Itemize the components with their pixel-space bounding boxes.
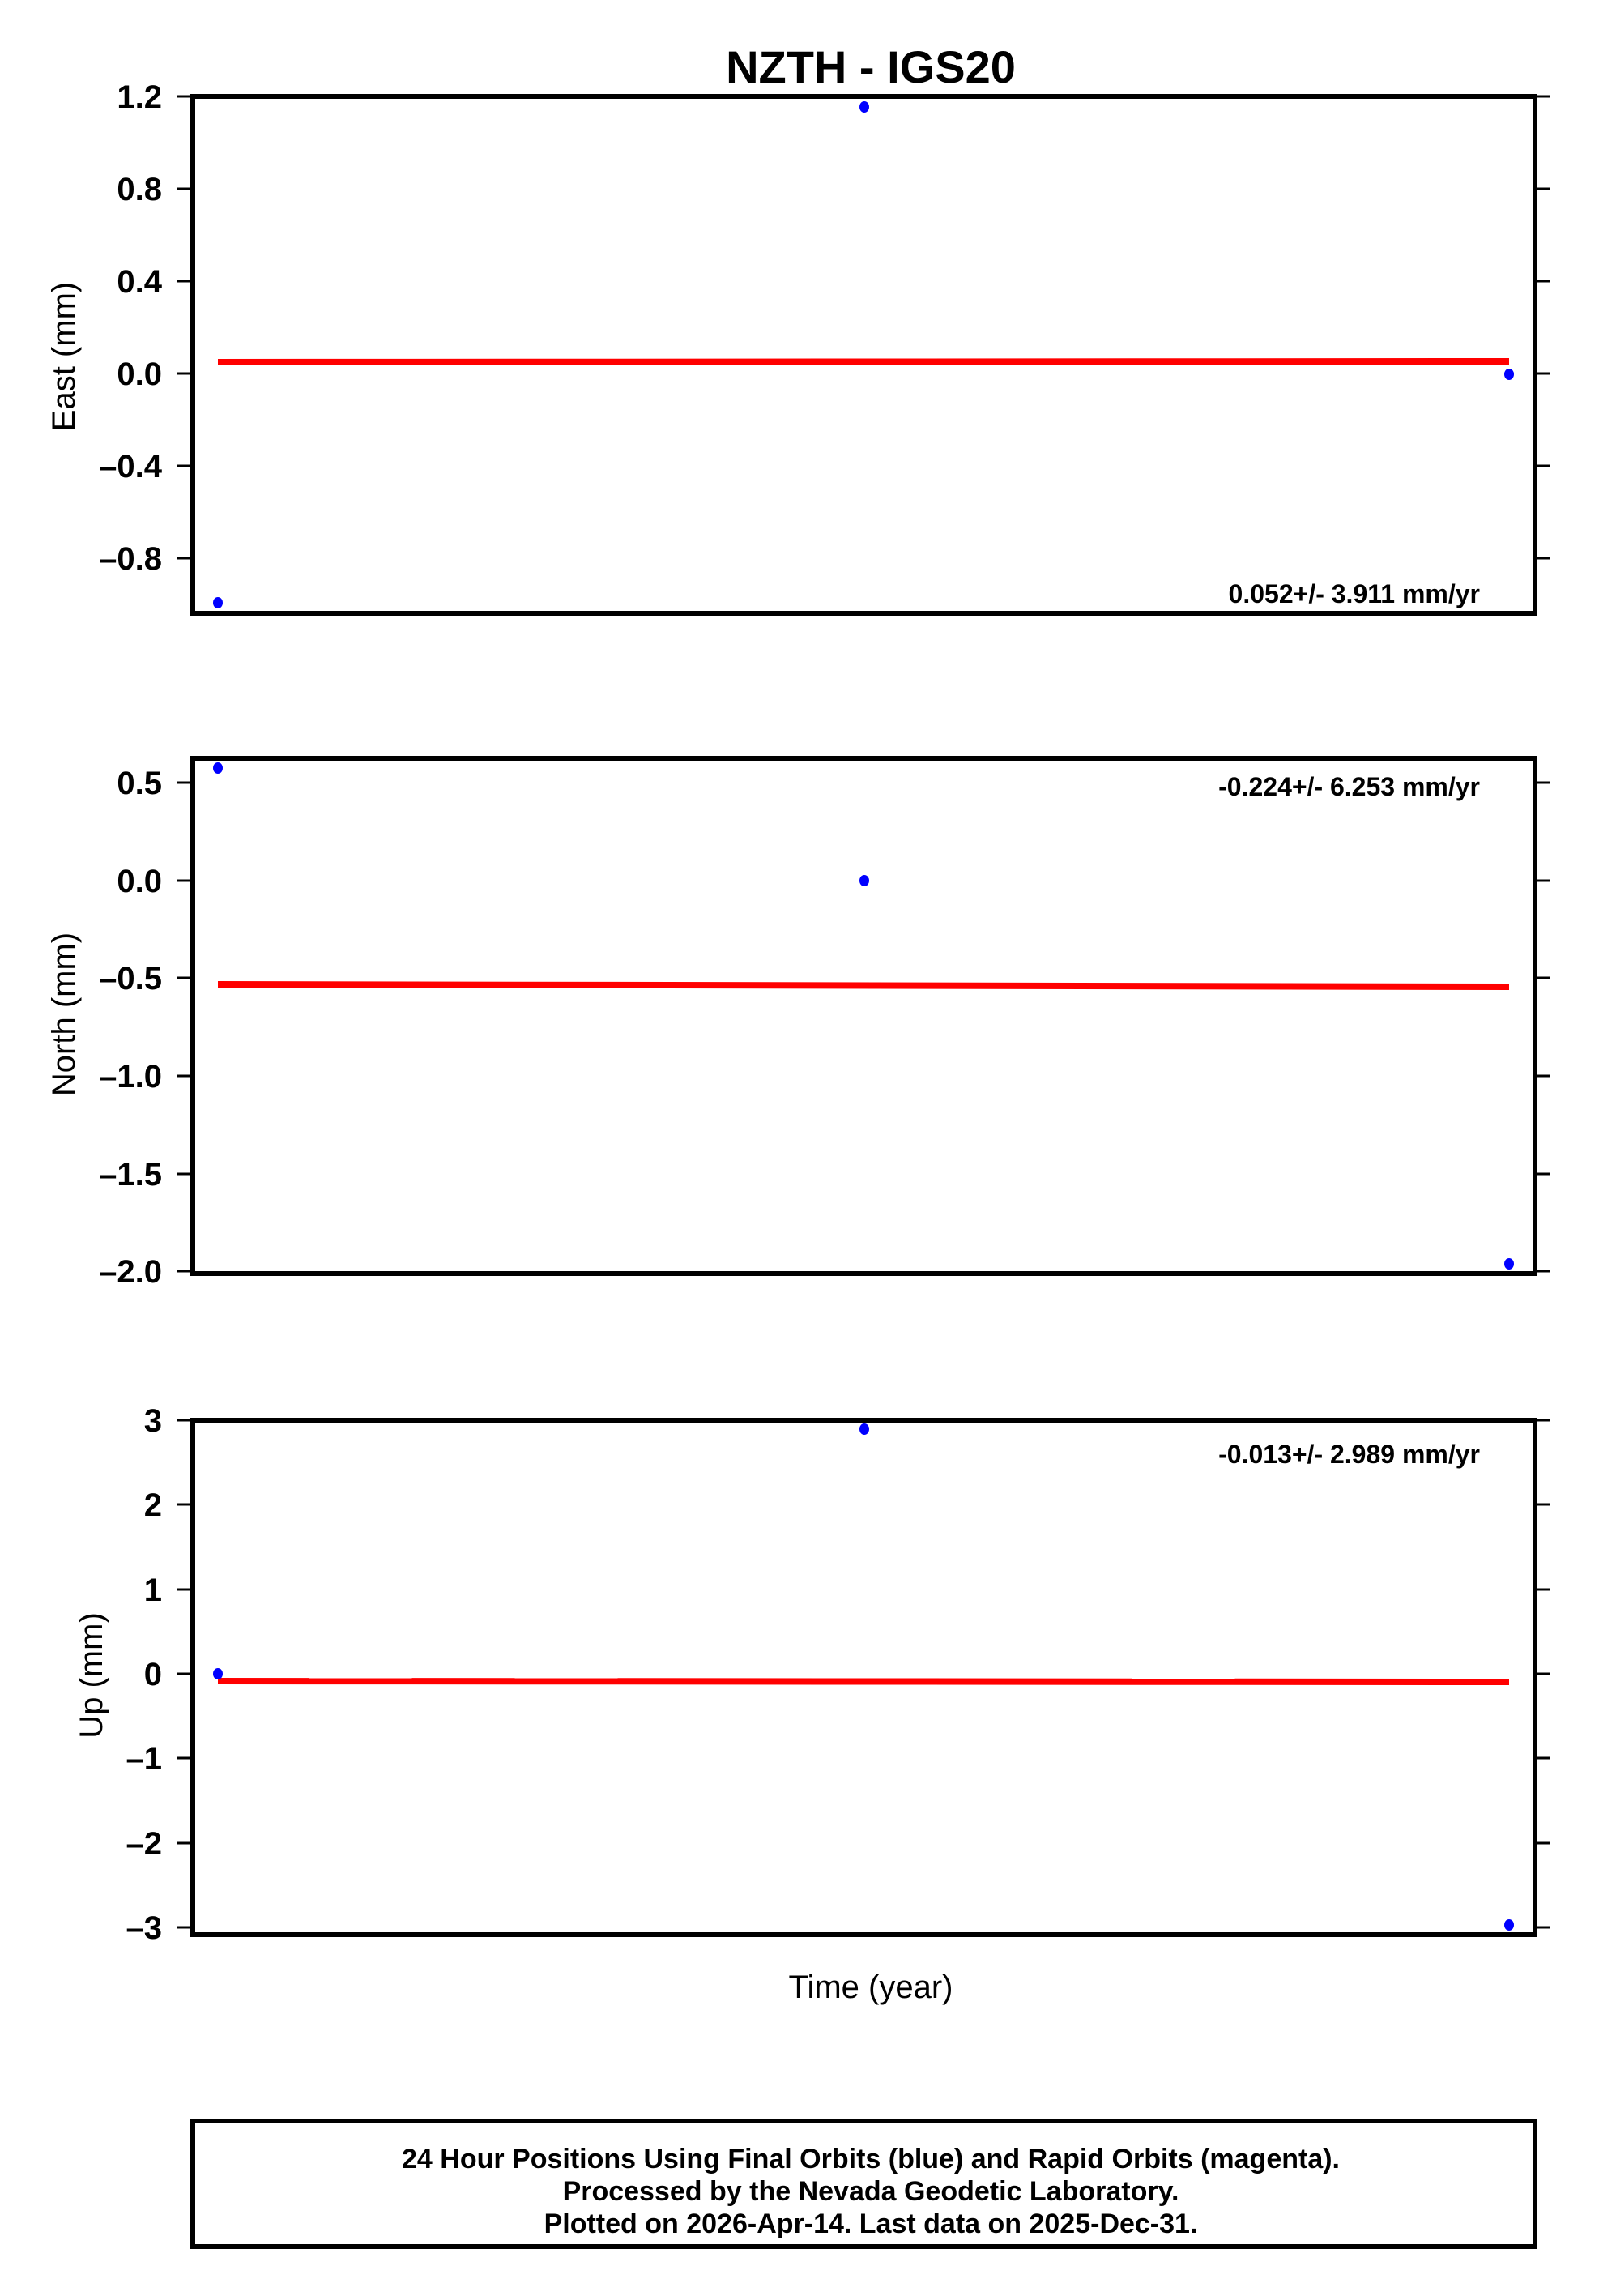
data-point bbox=[213, 1668, 223, 1679]
up-data-points bbox=[213, 1423, 1514, 1931]
east-trend-line bbox=[217, 358, 1510, 365]
data-point bbox=[1504, 1258, 1514, 1270]
north-panel: 0.5 0.0 –0.5 –1.0 –1.5 –2.0 North (mm) -… bbox=[46, 756, 1550, 1290]
up-y-ticks bbox=[177, 1419, 1550, 1929]
up-tick-label: –1 bbox=[126, 1741, 163, 1777]
up-tick-label: –2 bbox=[126, 1826, 163, 1862]
east-tick-label: 0.4 bbox=[117, 264, 162, 300]
north-tick-label: –2.0 bbox=[99, 1254, 162, 1290]
data-point bbox=[859, 101, 869, 113]
footer-line-2: Processed by the Nevada Geodetic Laborat… bbox=[563, 2176, 1179, 2207]
east-rate-annotation: 0.052+/- 3.911 mm/yr bbox=[1229, 579, 1480, 608]
north-y-ticks bbox=[177, 781, 1550, 1273]
north-tick-labels: 0.5 0.0 –0.5 –1.0 –1.5 –2.0 bbox=[99, 766, 162, 1290]
north-axis-label: North (mm) bbox=[46, 932, 82, 1096]
north-tick-label: 0.0 bbox=[117, 864, 162, 899]
data-point bbox=[213, 762, 223, 774]
east-y-ticks bbox=[177, 95, 1550, 560]
x-axis-label: Time (year) bbox=[789, 1970, 953, 2005]
east-axis-label: East (mm) bbox=[46, 282, 82, 431]
up-tick-label: 3 bbox=[144, 1403, 162, 1439]
east-tick-label: 0.8 bbox=[117, 172, 162, 207]
east-data-points bbox=[213, 101, 1514, 608]
north-rate-annotation: -0.224+/- 6.253 mm/yr bbox=[1218, 772, 1480, 801]
footer-frame bbox=[190, 2119, 1537, 2249]
east-tick-label: 1.2 bbox=[117, 79, 162, 115]
east-tick-labels: 1.2 0.8 0.4 0.0 –0.4 –0.8 bbox=[99, 79, 163, 577]
chart-title: NZTH - IGS20 bbox=[726, 41, 1016, 92]
footer-line-3: Plotted on 2026-Apr-14. Last data on 202… bbox=[544, 2209, 1198, 2239]
up-tick-label: 0 bbox=[144, 1657, 162, 1692]
up-plot-frame bbox=[190, 1418, 1537, 1937]
east-tick-label: –0.4 bbox=[99, 449, 163, 484]
north-tick-label: –1.5 bbox=[99, 1157, 162, 1193]
east-panel: 1.2 0.8 0.4 0.0 –0.4 –0.8 East (mm) 0.05… bbox=[46, 79, 1550, 616]
north-data-points bbox=[213, 762, 1514, 1270]
east-tick-label: 0.0 bbox=[117, 356, 162, 392]
north-trend-line bbox=[217, 981, 1510, 990]
north-plot-frame bbox=[190, 756, 1537, 1276]
north-tick-label: 0.5 bbox=[117, 766, 162, 801]
up-tick-label: 1 bbox=[144, 1573, 162, 1608]
data-point bbox=[213, 597, 223, 608]
up-tick-label: 2 bbox=[144, 1487, 162, 1523]
up-panel: 3 2 1 0 –1 –2 –3 Up (mm) -0.013+/- 2.989… bbox=[74, 1403, 1550, 1946]
up-tick-labels: 3 2 1 0 –1 –2 –3 bbox=[126, 1403, 163, 1946]
up-axis-label: Up (mm) bbox=[74, 1612, 109, 1739]
data-point bbox=[859, 1423, 869, 1435]
up-tick-label: –3 bbox=[126, 1910, 163, 1946]
north-tick-label: –0.5 bbox=[99, 961, 162, 996]
footer-line-1: 24 Hour Positions Using Final Orbits (bl… bbox=[402, 2144, 1340, 2174]
data-point bbox=[1504, 369, 1514, 380]
footer-box: 24 Hour Positions Using Final Orbits (bl… bbox=[190, 2119, 1537, 2249]
data-point bbox=[859, 875, 869, 886]
data-point bbox=[1504, 1919, 1514, 1931]
up-rate-annotation: -0.013+/- 2.989 mm/yr bbox=[1218, 1440, 1480, 1469]
north-tick-label: –1.0 bbox=[99, 1059, 162, 1095]
east-tick-label: –0.8 bbox=[99, 541, 162, 577]
east-plot-frame bbox=[190, 94, 1537, 616]
up-trend-line bbox=[217, 1678, 1510, 1685]
